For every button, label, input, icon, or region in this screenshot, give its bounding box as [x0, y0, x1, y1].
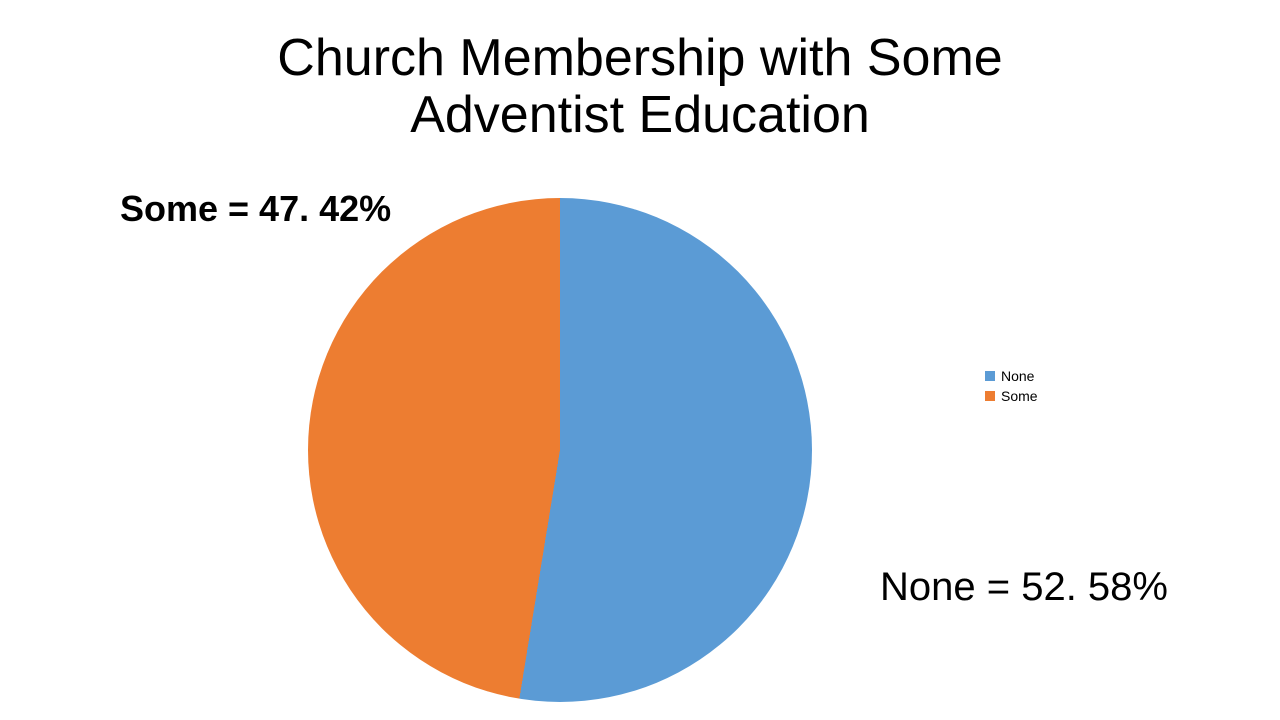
chart-title: Church Membership with Some Adventist Ed…	[0, 30, 1280, 144]
legend-item-some: Some	[985, 388, 1038, 404]
legend-swatch-none	[985, 371, 995, 381]
legend-label-some: Some	[1001, 388, 1038, 404]
pie-chart-disc	[308, 198, 812, 702]
legend-label-none: None	[1001, 368, 1034, 384]
legend-swatch-some	[985, 391, 995, 401]
title-line-2: Adventist Education	[410, 86, 870, 144]
annotation-none-text: None = 52. 58%	[880, 565, 1168, 609]
legend-item-none: None	[985, 368, 1038, 384]
annotation-some-text: Some = 47. 42%	[120, 188, 391, 229]
title-line-1: Church Membership with Some	[277, 29, 1002, 87]
slide: Church Membership with Some Adventist Ed…	[0, 0, 1280, 720]
legend: None Some	[985, 368, 1038, 408]
annotation-some: Some = 47. 42%	[120, 188, 391, 230]
pie-chart	[308, 198, 812, 702]
annotation-none: None = 52. 58%	[880, 565, 1168, 610]
